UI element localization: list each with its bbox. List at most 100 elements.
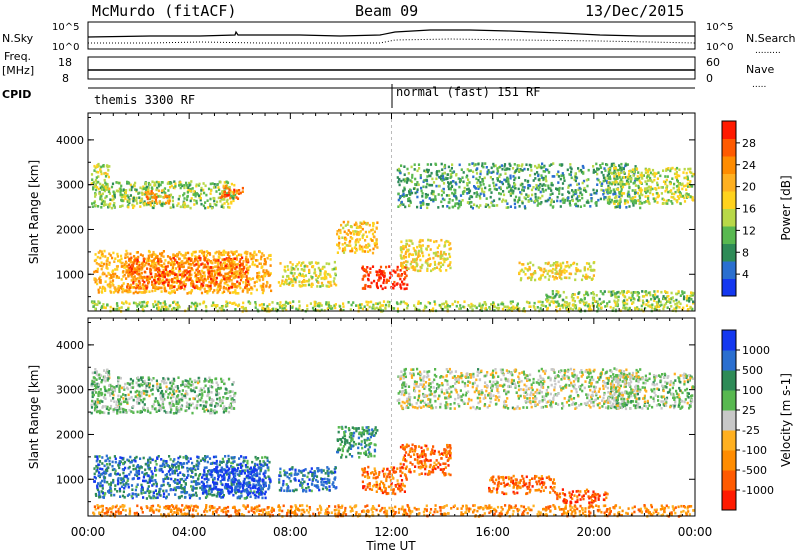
power-data-cell xyxy=(138,267,141,271)
power-data-cell xyxy=(321,267,324,270)
power-data-cell xyxy=(555,272,558,275)
power-data-cell xyxy=(104,186,107,190)
power-data-cell xyxy=(261,291,264,295)
power-data-cell xyxy=(673,172,677,176)
power-data-cell xyxy=(230,264,233,268)
power-data-cell xyxy=(106,267,109,270)
power-data-cell xyxy=(416,190,419,194)
power-data-cell xyxy=(610,182,613,186)
power-data-cell xyxy=(679,294,682,297)
power-data-cell xyxy=(653,297,656,300)
power-data-cell xyxy=(216,268,219,272)
power-data-cell xyxy=(93,169,96,172)
power-data-cell xyxy=(216,183,219,186)
power-data-cell xyxy=(202,204,205,208)
power-data-cell xyxy=(400,240,403,244)
power-data-cell xyxy=(354,243,357,247)
power-data-cell xyxy=(203,274,206,278)
power-data-cell xyxy=(141,267,144,270)
power-data-cell xyxy=(607,184,610,188)
power-data-cell xyxy=(204,265,208,269)
power-data-cell xyxy=(226,198,229,202)
power-data-cell xyxy=(459,179,462,182)
power-data-cell xyxy=(613,180,616,184)
power-data-cell xyxy=(483,194,486,197)
power-data-cell xyxy=(158,276,161,279)
velocity-data-cell xyxy=(682,509,685,513)
power-data-cell xyxy=(311,276,314,279)
power-data-cell xyxy=(375,283,378,287)
power-data-cell xyxy=(121,290,124,293)
power-data-cell xyxy=(136,202,139,205)
velocity-data-cell xyxy=(93,512,96,516)
nsky-label: N.Sky xyxy=(2,32,34,45)
power-data-cell xyxy=(432,191,435,194)
power-data-cell xyxy=(587,304,590,308)
power-data-cell xyxy=(472,170,475,174)
power-data-cell xyxy=(242,265,246,269)
power-data-cell xyxy=(687,193,690,196)
power-data-cell xyxy=(677,290,680,293)
power-data-cell xyxy=(465,175,468,179)
power-data-cell xyxy=(233,276,236,279)
power-data-cell xyxy=(125,277,128,280)
power-data-cell xyxy=(619,291,622,295)
power-data-cell xyxy=(617,182,620,186)
power-data-cell xyxy=(613,294,617,297)
power-data-cell xyxy=(102,199,105,203)
power-data-cell xyxy=(349,244,352,247)
power-data-cell xyxy=(571,308,575,311)
power-data-cell xyxy=(127,203,130,207)
power-data-cell xyxy=(547,184,550,188)
nave-tick-top: 60 xyxy=(706,56,720,69)
power-data-cell xyxy=(466,183,469,187)
power-data-cell xyxy=(106,172,109,176)
power-data-cell xyxy=(442,187,445,191)
power-data-cell xyxy=(665,169,668,172)
power-data-cell xyxy=(191,252,194,256)
power-data-cell xyxy=(532,186,535,189)
power-data-cell xyxy=(651,180,654,184)
power-data-cell xyxy=(516,304,519,307)
power-data-cell xyxy=(524,179,527,182)
power-data-cell xyxy=(664,202,667,205)
power-data-cell xyxy=(374,245,377,248)
power-data-cell xyxy=(575,267,578,270)
power-data-cell xyxy=(645,303,648,306)
velocity-data-cell xyxy=(300,508,303,512)
power-data-cell xyxy=(683,196,686,200)
power-data-cell xyxy=(170,308,174,311)
power-data-cell xyxy=(169,182,172,185)
power-data-cell xyxy=(298,280,301,284)
power-data-cell xyxy=(565,270,568,273)
power-data-cell xyxy=(495,306,498,310)
power-data-cell xyxy=(183,203,187,206)
power-data-cell xyxy=(403,266,406,269)
power-data-cell xyxy=(94,166,97,169)
power-data-cell xyxy=(223,202,226,205)
power-data-cell xyxy=(422,185,425,189)
power-data-cell xyxy=(681,194,684,198)
power-data-cell xyxy=(138,282,141,285)
power-data-cell xyxy=(414,253,418,256)
power-data-cell xyxy=(540,274,543,277)
power-data-cell xyxy=(224,187,228,190)
power-data-cell xyxy=(356,225,359,229)
power-data-cell xyxy=(559,294,562,297)
power-data-cell xyxy=(105,262,108,266)
power-data-cell xyxy=(116,302,119,305)
power-data-cell xyxy=(208,286,211,290)
power-data-cell xyxy=(184,283,187,286)
power-data-cell xyxy=(429,263,432,266)
power-data-cell xyxy=(405,242,408,246)
power-data-cell xyxy=(419,238,422,242)
power-data-cell xyxy=(352,232,355,236)
power-data-cell xyxy=(232,263,235,266)
power-data-cell xyxy=(355,223,358,226)
velocity-data-cell xyxy=(625,511,628,515)
power-data-cell xyxy=(690,298,693,301)
power-data-cell xyxy=(629,180,632,183)
power-data-cell xyxy=(318,302,321,305)
power-data-cell xyxy=(462,180,465,184)
power-data-cell xyxy=(620,193,623,197)
